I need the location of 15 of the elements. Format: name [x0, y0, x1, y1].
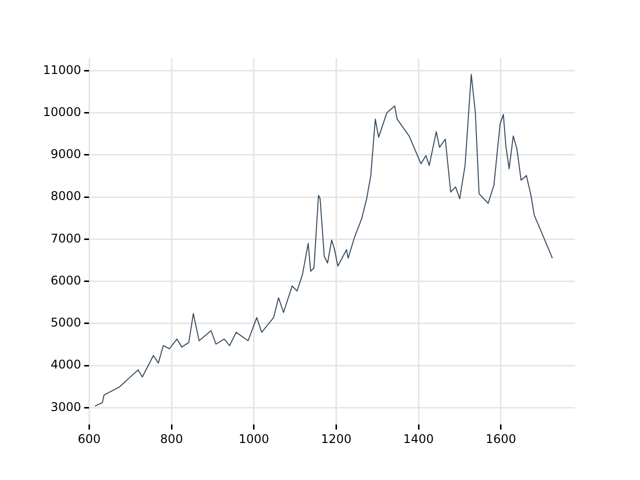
y-tick-label: 9000 — [50, 147, 82, 162]
y-tick-label: 5000 — [50, 316, 82, 330]
y-tick-label: 11000 — [42, 62, 82, 77]
y-tick-label: 7000 — [50, 231, 82, 246]
x-tick-label: 1000 — [238, 432, 270, 446]
x-tick-label: 1600 — [486, 432, 516, 446]
y-tick-label: 4000 — [50, 358, 82, 372]
y-tick-label: 10000 — [42, 104, 82, 119]
y-tick-label: 8000 — [50, 189, 82, 204]
x-tick-label: 1200 — [320, 432, 352, 446]
y-tick-label: 6000 — [50, 273, 82, 288]
x-tick-label: 600 — [78, 432, 101, 446]
y-tick-label: 3000 — [50, 400, 82, 414]
x-tick-label: 800 — [160, 432, 183, 446]
x-tick-label: 1400 — [403, 432, 434, 446]
